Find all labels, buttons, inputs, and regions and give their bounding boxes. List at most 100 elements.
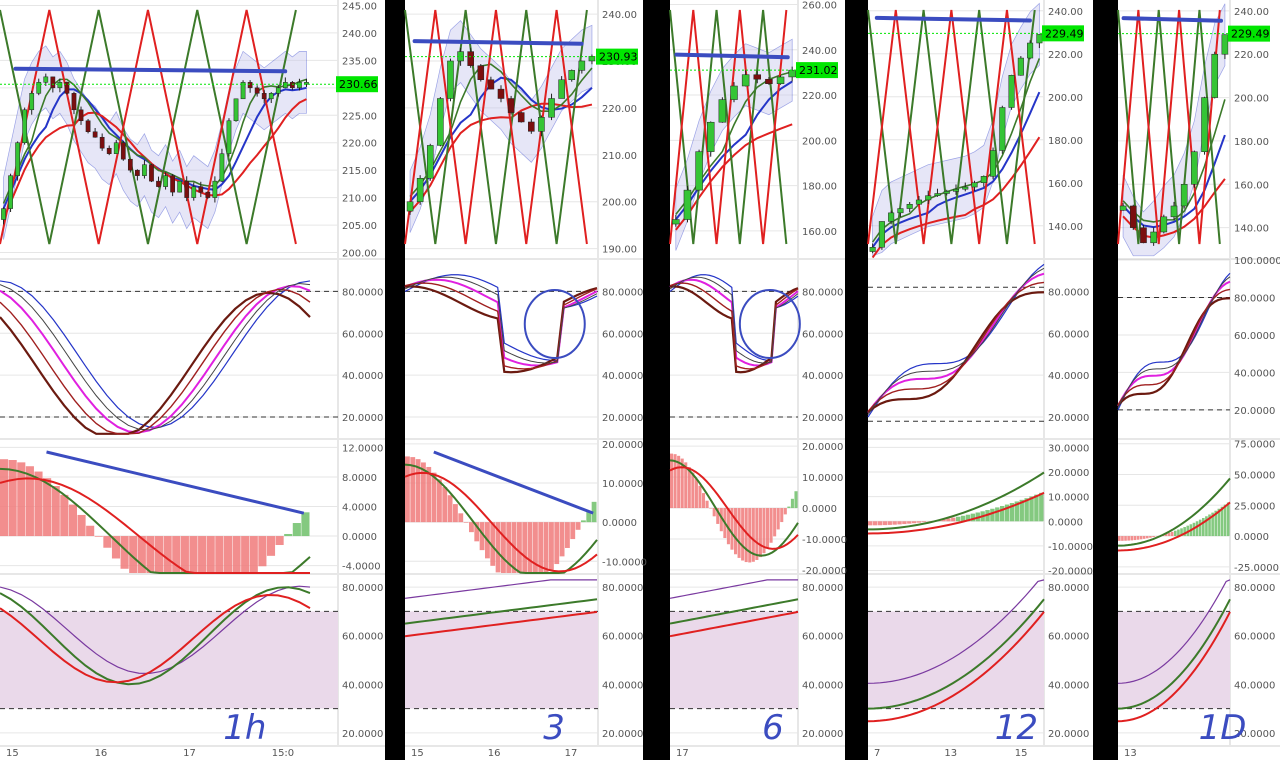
x-tick-label: 15 [1015,748,1028,759]
resistance-annotation [1121,16,1224,23]
price-tag-label: 230.66 [339,78,378,91]
price-tag [336,76,378,93]
macd-histogram-bar [1152,536,1155,538]
y-tick-label: 75.0000 [1234,440,1275,451]
macd-histogram-bar [8,460,17,537]
macd-histogram-bar [1183,527,1186,537]
y-tick-label: 180.00 [1048,136,1083,147]
y-tick-label: 40.0000 [802,371,843,382]
rsi-panel: 80.0000 60.0000 40.0000 20.0000 1h [0,575,385,748]
macd-histogram-bar [591,501,597,523]
macd-histogram-bar [437,479,442,523]
x-tick-label: 7 [874,748,880,759]
stochastic-panel: 80.0000 60.0000 40.0000 20.0000 [867,260,1093,440]
macd-histogram-bar [120,536,129,569]
macd-histogram-bar [447,495,453,523]
price-tag-label: 229.49 [1045,27,1084,40]
macd-histogram-bar [94,536,103,537]
bull-candle [672,219,680,225]
price-tag [796,62,838,79]
y-tick-label: 235.00 [342,56,377,67]
y-tick-label: 8.0000 [342,473,377,484]
macd-histogram-bar [301,512,310,537]
y-tick-label: 40.0000 [1234,368,1275,379]
macd-histogram-bar [773,508,777,537]
stochastic-line [1117,272,1231,411]
signal-line [0,477,310,574]
macd-histogram-bar [1136,536,1140,540]
macd-histogram-bar [43,478,52,537]
rsi-signal-line [669,610,799,638]
y-tick-label: 4.0000 [342,503,377,514]
macd-histogram-bar [86,525,95,537]
moving-average-blue [409,76,593,203]
bull-candle [1160,216,1168,233]
macd-histogram-bar [34,471,43,537]
macd-histogram-bar [1223,504,1227,537]
stochastic-line [404,282,598,370]
macd-histogram-bar [892,521,897,525]
macd-panel: 20.0000 10.0000 0.0000 -10.0000 -20.0000 [669,440,847,577]
y-tick-label: 160.00 [1234,180,1269,191]
macd-histogram-bar [522,522,528,573]
rsi-panel: 80.0000 60.0000 40.0000 20.0000 3 [404,575,643,748]
macd-histogram-bar [1133,536,1137,541]
macd-histogram-bar [559,522,565,557]
signal-line [669,466,799,550]
stochastic-line [867,263,1045,418]
bull-candle [741,74,750,87]
macd-histogram-bar [877,521,883,526]
y-tick-label: 60.0000 [1234,632,1275,643]
bull-candle [142,164,147,176]
bollinger-band [675,38,793,251]
rsi-line [404,598,598,625]
macd-histogram-bar [415,459,421,523]
bull-candle [934,193,941,196]
y-tick-label: 40.0000 [342,680,383,691]
macd-line [1117,477,1231,547]
bull-candle [15,142,20,176]
bull-candle [233,98,239,122]
chart-column-5: 240.00 220.00 200.00 180.00 160.00 140.00 229.… [1117,0,1280,760]
macd-histogram-bar [495,522,501,573]
bull-candle [1150,231,1157,244]
macd-histogram-bar [762,508,766,554]
macd-histogram-bar [755,508,759,560]
bear-candle [290,82,295,89]
bear-candle [92,131,98,138]
y-tick-label: 40.0000 [602,680,643,691]
macd-histogram-bar [698,485,702,509]
chart-column-2: 240.00230.00220.00210.00200.00190.00230.… [404,0,647,760]
macd-histogram-bar [103,536,112,548]
macd-histogram-bar [527,522,533,573]
macd-histogram-bar [673,454,677,509]
rsi-band [868,611,1044,709]
macd-histogram-bar [586,510,592,523]
y-tick-label: 80.0000 [602,583,643,594]
macd-histogram-bar [155,536,164,573]
bull-candle [788,69,796,78]
y-tick-label: 60.0000 [602,329,643,340]
y-tick-label: 220.00 [342,139,377,150]
y-tick-label: 20.0000 [602,413,643,424]
bear-candle [149,164,154,182]
macd-histogram-bar [1214,510,1218,537]
stochastic-line [0,282,311,431]
stochastic-line [404,278,598,367]
y-tick-label: 240.00 [602,10,637,21]
macd-histogram-bar [956,516,961,522]
y-tick-label: 12.0000 [342,443,383,454]
macd-histogram-bar [887,521,892,525]
y-tick-label: 220.00 [602,104,637,115]
price-panel: 260.00 240.00 220.00 200.00 180.00 160.00 231.… [669,0,845,260]
bull-candle [558,79,565,99]
y-tick-label: 0.0000 [802,504,837,515]
bull-candle [1221,34,1229,55]
bull-candle [888,212,895,222]
macd-histogram-bar [951,517,956,522]
macd-histogram-bar [995,507,1000,522]
bear-candle [85,120,91,132]
bull-candle [29,93,35,111]
resistance-annotation [674,52,790,60]
